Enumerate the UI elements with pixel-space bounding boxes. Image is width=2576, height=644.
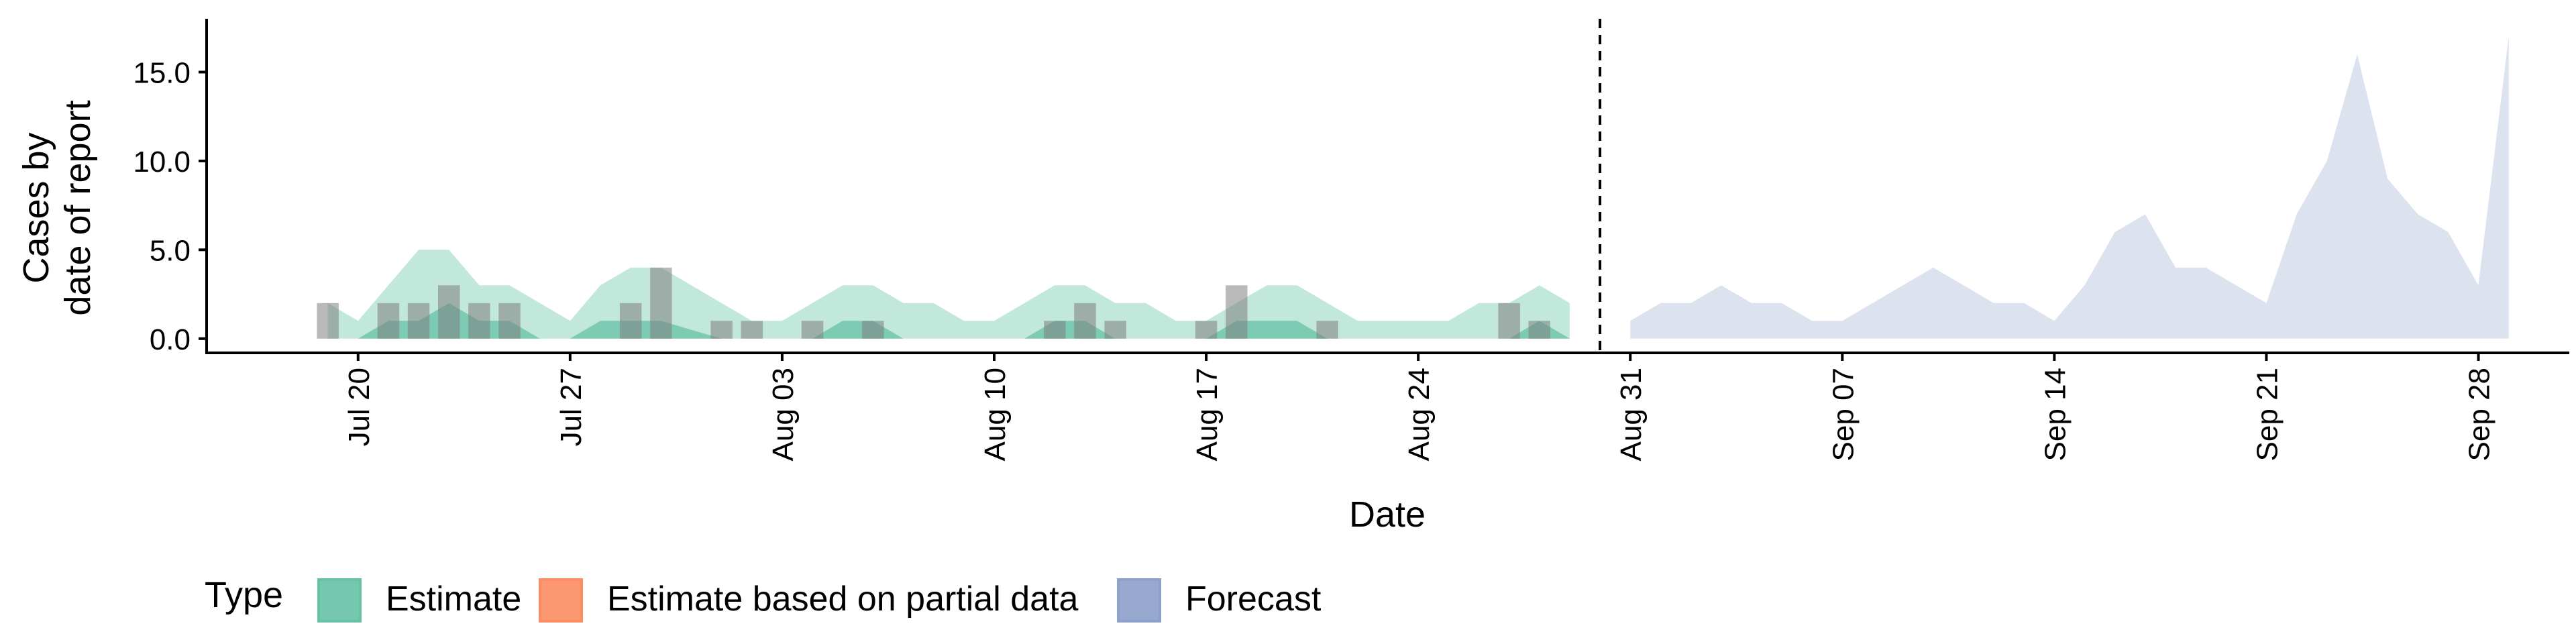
reported-case-bar xyxy=(619,303,642,339)
y-axis-title: Cases bydate of report xyxy=(16,100,98,315)
reported-case-bar xyxy=(741,321,763,339)
reported-case-bar xyxy=(801,321,824,339)
x-axis-title: Date xyxy=(1349,494,1426,535)
reported-case-bar xyxy=(1195,321,1218,339)
reported-case-bar xyxy=(317,303,339,339)
reported-case-bars xyxy=(317,267,1550,339)
y-tick-label: 5.0 xyxy=(150,234,191,267)
reported-case-bar xyxy=(468,303,490,339)
reported-case-bar xyxy=(862,321,884,339)
x-tick-label: Jul 27 xyxy=(555,368,588,446)
y-axis: 0.0 5.0 10.0 15.0 xyxy=(133,56,207,356)
reported-case-bar xyxy=(1528,321,1550,339)
reported-case-bar xyxy=(1044,321,1066,339)
x-axis: Jul 20 Jul 27 Aug 03 Aug 10 Aug 17 Aug 24 Aug … xyxy=(343,353,2496,461)
forecast-band xyxy=(1630,36,2509,339)
y-tick-label: 15.0 xyxy=(133,56,191,89)
x-tick-label: Aug 31 xyxy=(1615,368,1648,461)
y-axis-title-line: Cases by xyxy=(16,132,56,283)
reported-case-bar xyxy=(650,267,672,339)
legend-label-forecast: Forecast xyxy=(1185,580,1322,619)
x-tick-label: Sep 28 xyxy=(2463,368,2496,461)
reported-case-bar xyxy=(438,285,460,339)
reported-case-bar xyxy=(377,303,400,339)
legend-swatch-estimate-based-on-partial-data xyxy=(539,578,583,623)
reported-case-bar xyxy=(1498,303,1520,339)
legend-label-estimate: Estimate xyxy=(386,580,521,619)
legend-swatch-estimate xyxy=(317,578,362,623)
reported-case-bar xyxy=(1226,285,1248,339)
x-tick-label: Aug 24 xyxy=(1403,368,1436,461)
x-tick-label: Aug 17 xyxy=(1191,368,1224,461)
y-tick-label: 10.0 xyxy=(133,146,191,178)
legend: Type Estimate Estimate based on partial d… xyxy=(205,575,1322,623)
legend-label-estimate-based-on-partial-data: Estimate based on partial data xyxy=(607,580,1079,619)
x-tick-label: Sep 14 xyxy=(2039,368,2072,461)
legend-swatch-forecast xyxy=(1117,578,1161,623)
legend-items: Estimate Estimate based on partial data Fo… xyxy=(317,578,1322,623)
x-tick-label: Sep 21 xyxy=(2251,368,2284,461)
reported-case-bar xyxy=(498,303,521,339)
reported-case-bar xyxy=(1104,321,1126,339)
legend-title: Type xyxy=(205,575,283,615)
reported-case-bar xyxy=(1074,303,1096,339)
reported-case-bar xyxy=(407,303,430,339)
reported-case-bar xyxy=(1316,321,1338,339)
plot-area xyxy=(317,19,2509,353)
reported-case-bar xyxy=(710,321,733,339)
x-tick-label: Jul 20 xyxy=(343,368,376,446)
x-tick-label: Aug 10 xyxy=(979,368,1012,461)
x-tick-label: Aug 03 xyxy=(767,368,800,461)
x-tick-label: Sep 07 xyxy=(1827,368,1860,461)
y-tick-label: 0.0 xyxy=(150,323,191,356)
y-axis-title-line: date of report xyxy=(58,100,98,315)
